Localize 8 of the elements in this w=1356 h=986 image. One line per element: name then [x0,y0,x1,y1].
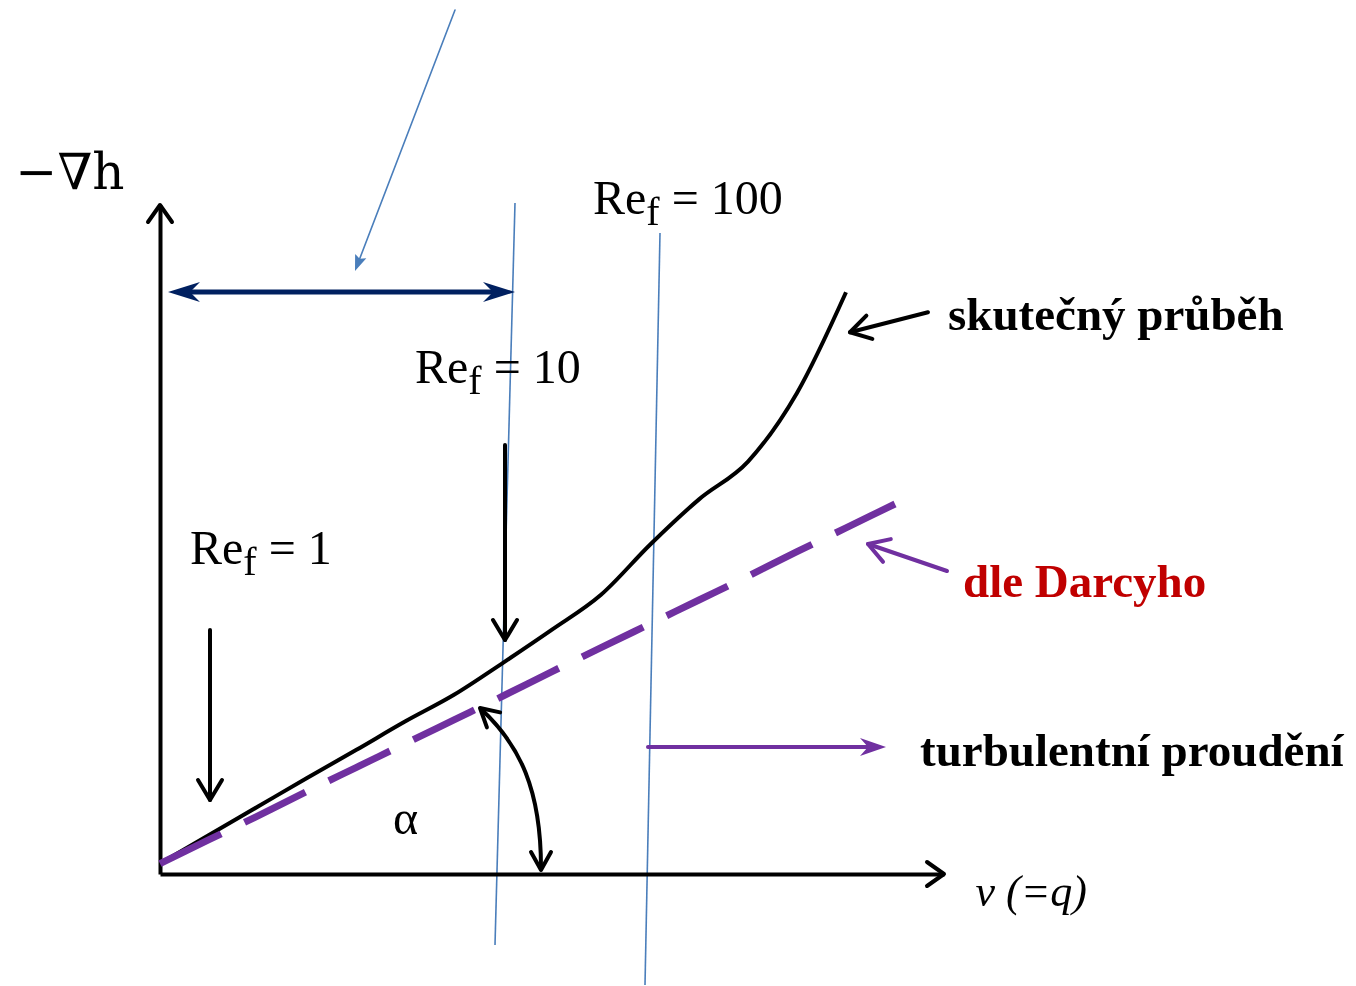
x-axis-title: v (=q) [975,866,1088,916]
y-axis-title: −∇h [15,142,125,201]
text: Re$_{f}$ = 100 [593,171,783,234]
legend-label: skutečný průběh [948,287,1284,340]
annotation: turbulentní proudění [920,723,1344,776]
legend-label: dle Darcyho [963,554,1207,607]
annotation: α [393,791,419,844]
annotation: Re$_{f}$ = 1 [190,521,332,584]
